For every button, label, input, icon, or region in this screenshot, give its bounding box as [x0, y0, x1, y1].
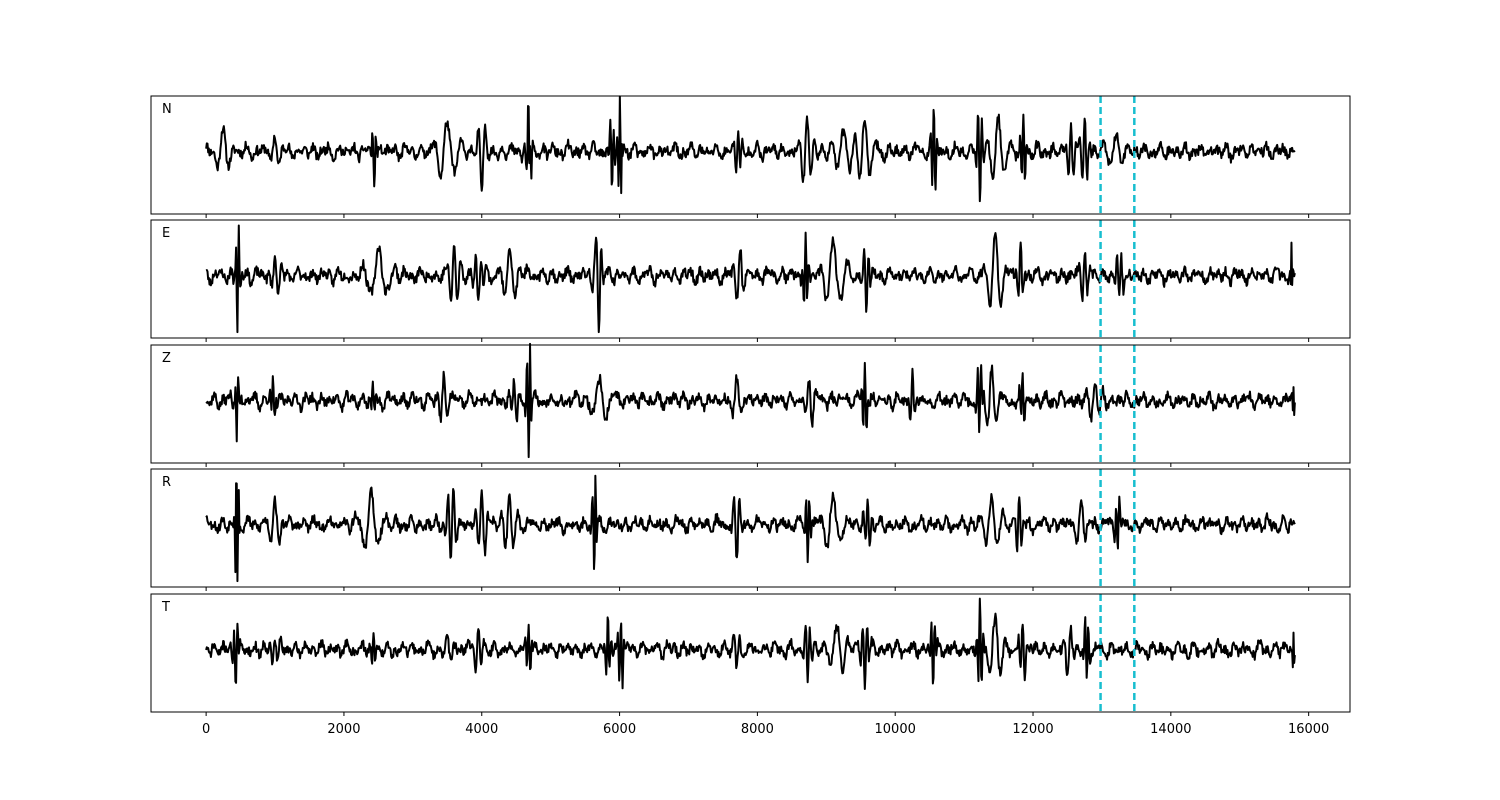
panels-group: N E Z R T: [150, 95, 1351, 716]
x-tick-label: 12000: [1012, 722, 1053, 737]
waveform-t: [205, 597, 1296, 690]
x-tick-label: 6000: [603, 722, 636, 737]
channel-label-z: Z: [162, 351, 171, 366]
x-tick-label: 8000: [741, 722, 774, 737]
panel-n: N: [150, 95, 1351, 218]
panel-t: T: [150, 593, 1351, 716]
x-tick-label: 16000: [1288, 722, 1329, 737]
panel-frame: [150, 219, 1351, 339]
waveform-n: [205, 95, 1296, 203]
waveform-z: [205, 342, 1296, 459]
panel-z: Z: [150, 342, 1351, 467]
x-tick-label: 0: [202, 722, 210, 737]
panel-frame: [150, 95, 1351, 215]
x-tick-label: 4000: [465, 722, 498, 737]
channel-label-t: T: [161, 600, 170, 615]
panel-frame: [150, 344, 1351, 464]
panel-r: R: [150, 468, 1351, 591]
panel-frame: [150, 468, 1351, 588]
waveform-e: [205, 224, 1296, 334]
x-axis: 0 2000 4000 6000 8000 10000 12000 14000 16000: [202, 722, 1329, 737]
x-tick-label: 10000: [875, 722, 916, 737]
channel-label-r: R: [162, 475, 171, 490]
x-tick-label: 2000: [327, 722, 360, 737]
waveform-r: [205, 474, 1296, 583]
channel-label-n: N: [162, 102, 172, 117]
channel-label-e: E: [162, 226, 170, 241]
panel-e: E: [150, 219, 1351, 342]
x-tick-label: 14000: [1150, 722, 1191, 737]
panel-frame: [150, 593, 1351, 713]
